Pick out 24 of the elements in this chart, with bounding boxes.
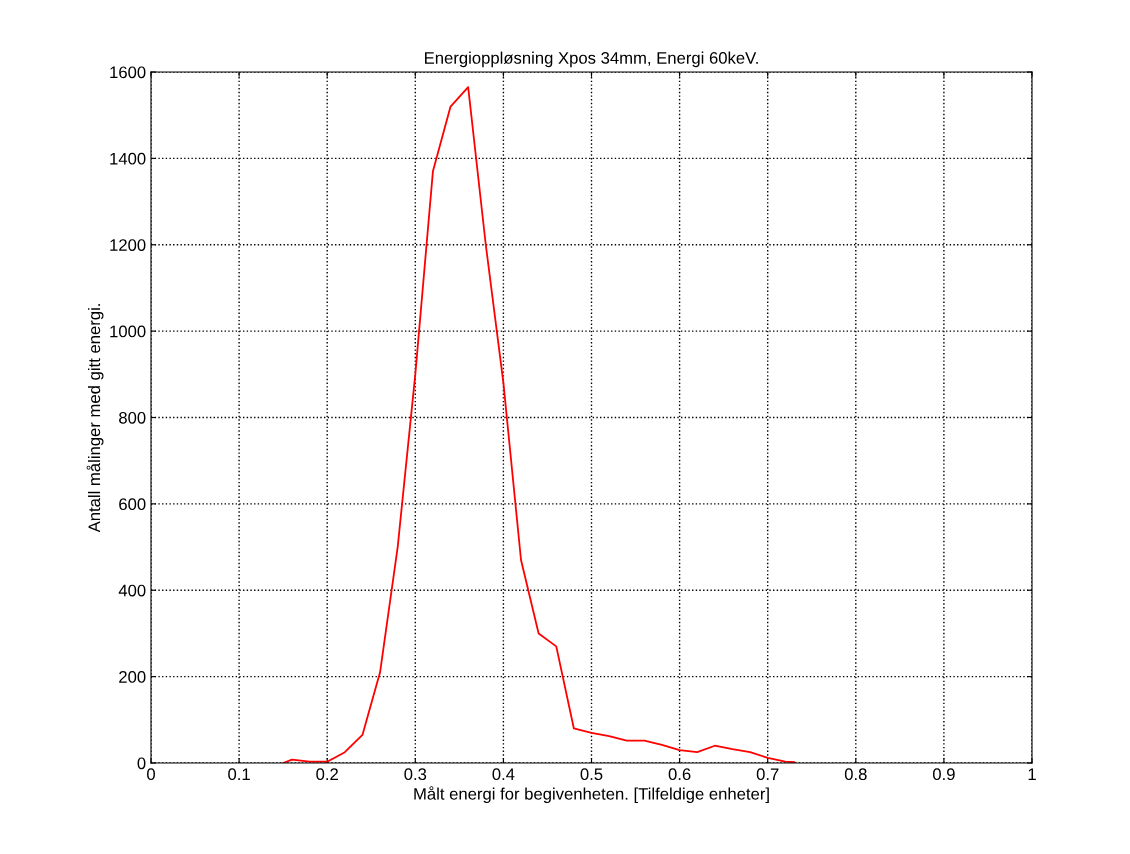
y-tick-label: 1400 xyxy=(110,152,146,165)
line-series xyxy=(282,86,796,763)
x-tick-label: 0.6 xyxy=(668,768,691,781)
y-tick-label: 400 xyxy=(118,584,146,597)
y-tick-label: 1000 xyxy=(110,325,146,338)
x-axis-title: Målt energi for begivenheten. [Tilfeldige enheter] xyxy=(414,786,769,804)
x-tick-label: 0.2 xyxy=(316,768,338,781)
x-tick-label: 0.8 xyxy=(844,768,867,781)
x-tick-label: 0.7 xyxy=(756,768,779,781)
x-tick-label: 0 xyxy=(147,768,155,781)
y-axis-title: Antall målinger med gitt energi. xyxy=(86,304,104,533)
x-tick-label: 0.5 xyxy=(580,768,603,781)
x-tick-label: 1 xyxy=(1028,768,1036,780)
y-tick-label: 600 xyxy=(119,498,146,511)
y-tick-label: 1200 xyxy=(110,239,146,251)
y-tick-label: 1600 xyxy=(110,66,146,79)
y-tick-label: 0 xyxy=(137,757,146,770)
chart-title: Energioppløsning Xpos 34mm, Energi 60keV. xyxy=(425,51,758,68)
y-tick-label: 200 xyxy=(119,671,146,683)
y-tick-label: 800 xyxy=(119,411,146,424)
x-tick-label: 0.3 xyxy=(404,768,427,781)
x-tick-label: 0.4 xyxy=(492,768,515,781)
x-tick-label: 0.1 xyxy=(228,768,250,781)
x-tick-label: 0.9 xyxy=(932,768,955,781)
